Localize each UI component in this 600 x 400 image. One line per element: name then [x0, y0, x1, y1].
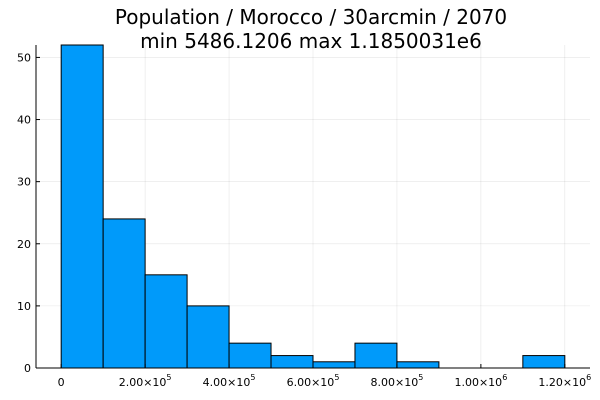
x-tick-label: 1.00×106 — [454, 373, 507, 389]
x-tick-label: 2.00×105 — [119, 373, 172, 389]
x-tick-label: 4.00×105 — [203, 373, 256, 389]
y-tick-label: 50 — [17, 51, 31, 64]
y-tick-labels: 0 10 20 30 40 50 — [17, 51, 31, 375]
y-tick-label: 0 — [24, 362, 31, 375]
histogram-bar — [312, 361, 356, 369]
histogram-bar — [522, 355, 566, 369]
chart-title-line2: min 5486.1206 max 1.1850031e6 — [140, 29, 482, 53]
axes — [35, 45, 590, 369]
histogram-bar — [228, 342, 272, 369]
chart-title-line1: Population / Morocco / 30arcmin / 2070 — [115, 5, 507, 29]
histogram-bar — [60, 44, 104, 369]
y-tick-label: 10 — [17, 300, 31, 313]
x-tick-label: 1.20×106 — [538, 373, 591, 389]
y-tick-label: 20 — [17, 238, 31, 251]
histogram-bar — [102, 218, 146, 369]
x-tick-label: 6.00×105 — [287, 373, 340, 389]
histogram-bar — [186, 305, 230, 369]
histogram-bar — [396, 361, 440, 369]
grid-lines — [36, 45, 590, 369]
x-tick-label: 8.00×105 — [371, 373, 424, 389]
x-tick-labels: 0 2.00×105 4.00×105 6.00×105 8.00×105 1.00×10… — [58, 373, 592, 389]
histogram-bars — [60, 44, 566, 369]
y-tick-label: 30 — [17, 176, 31, 189]
histogram-bar — [354, 342, 398, 369]
histogram-bar — [270, 355, 314, 369]
x-tick-label: 0 — [58, 376, 65, 389]
y-tick-label: 40 — [17, 114, 31, 127]
histogram-bar — [144, 274, 188, 369]
